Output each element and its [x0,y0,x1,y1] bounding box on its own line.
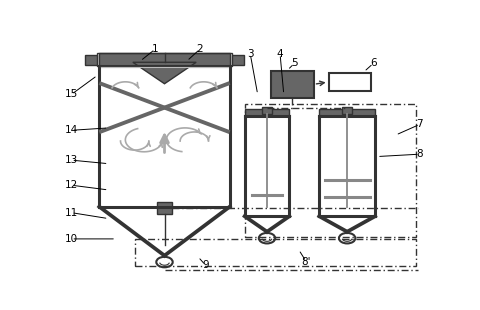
Bar [231,55,243,65]
Text: 1: 1 [152,44,158,54]
Bar [262,107,271,113]
Text: 8': 8' [301,257,310,267]
Bar [156,202,172,214]
Text: 10: 10 [65,234,78,244]
Text: 9: 9 [202,260,208,270]
Bar [85,55,97,65]
Bar [328,73,371,91]
Text: 12: 12 [64,180,78,190]
Text: 8: 8 [416,149,422,159]
Bar [244,104,415,237]
Text: 7: 7 [416,119,422,129]
Bar [99,53,229,66]
Text: 11: 11 [64,208,78,218]
Text: 4: 4 [276,49,283,59]
Bar [97,53,231,66]
Bar [270,71,313,98]
Bar [342,107,351,113]
Polygon shape [132,62,196,84]
Bar [319,109,374,116]
Text: 14: 14 [64,125,78,135]
Text: 3: 3 [246,49,253,59]
Text: 15: 15 [64,90,78,100]
Text: 6: 6 [369,59,376,69]
Bar [244,109,289,116]
Text: 5: 5 [290,59,297,69]
Text: 13: 13 [64,155,78,165]
Bar [134,239,415,266]
Text: 2: 2 [196,44,203,54]
